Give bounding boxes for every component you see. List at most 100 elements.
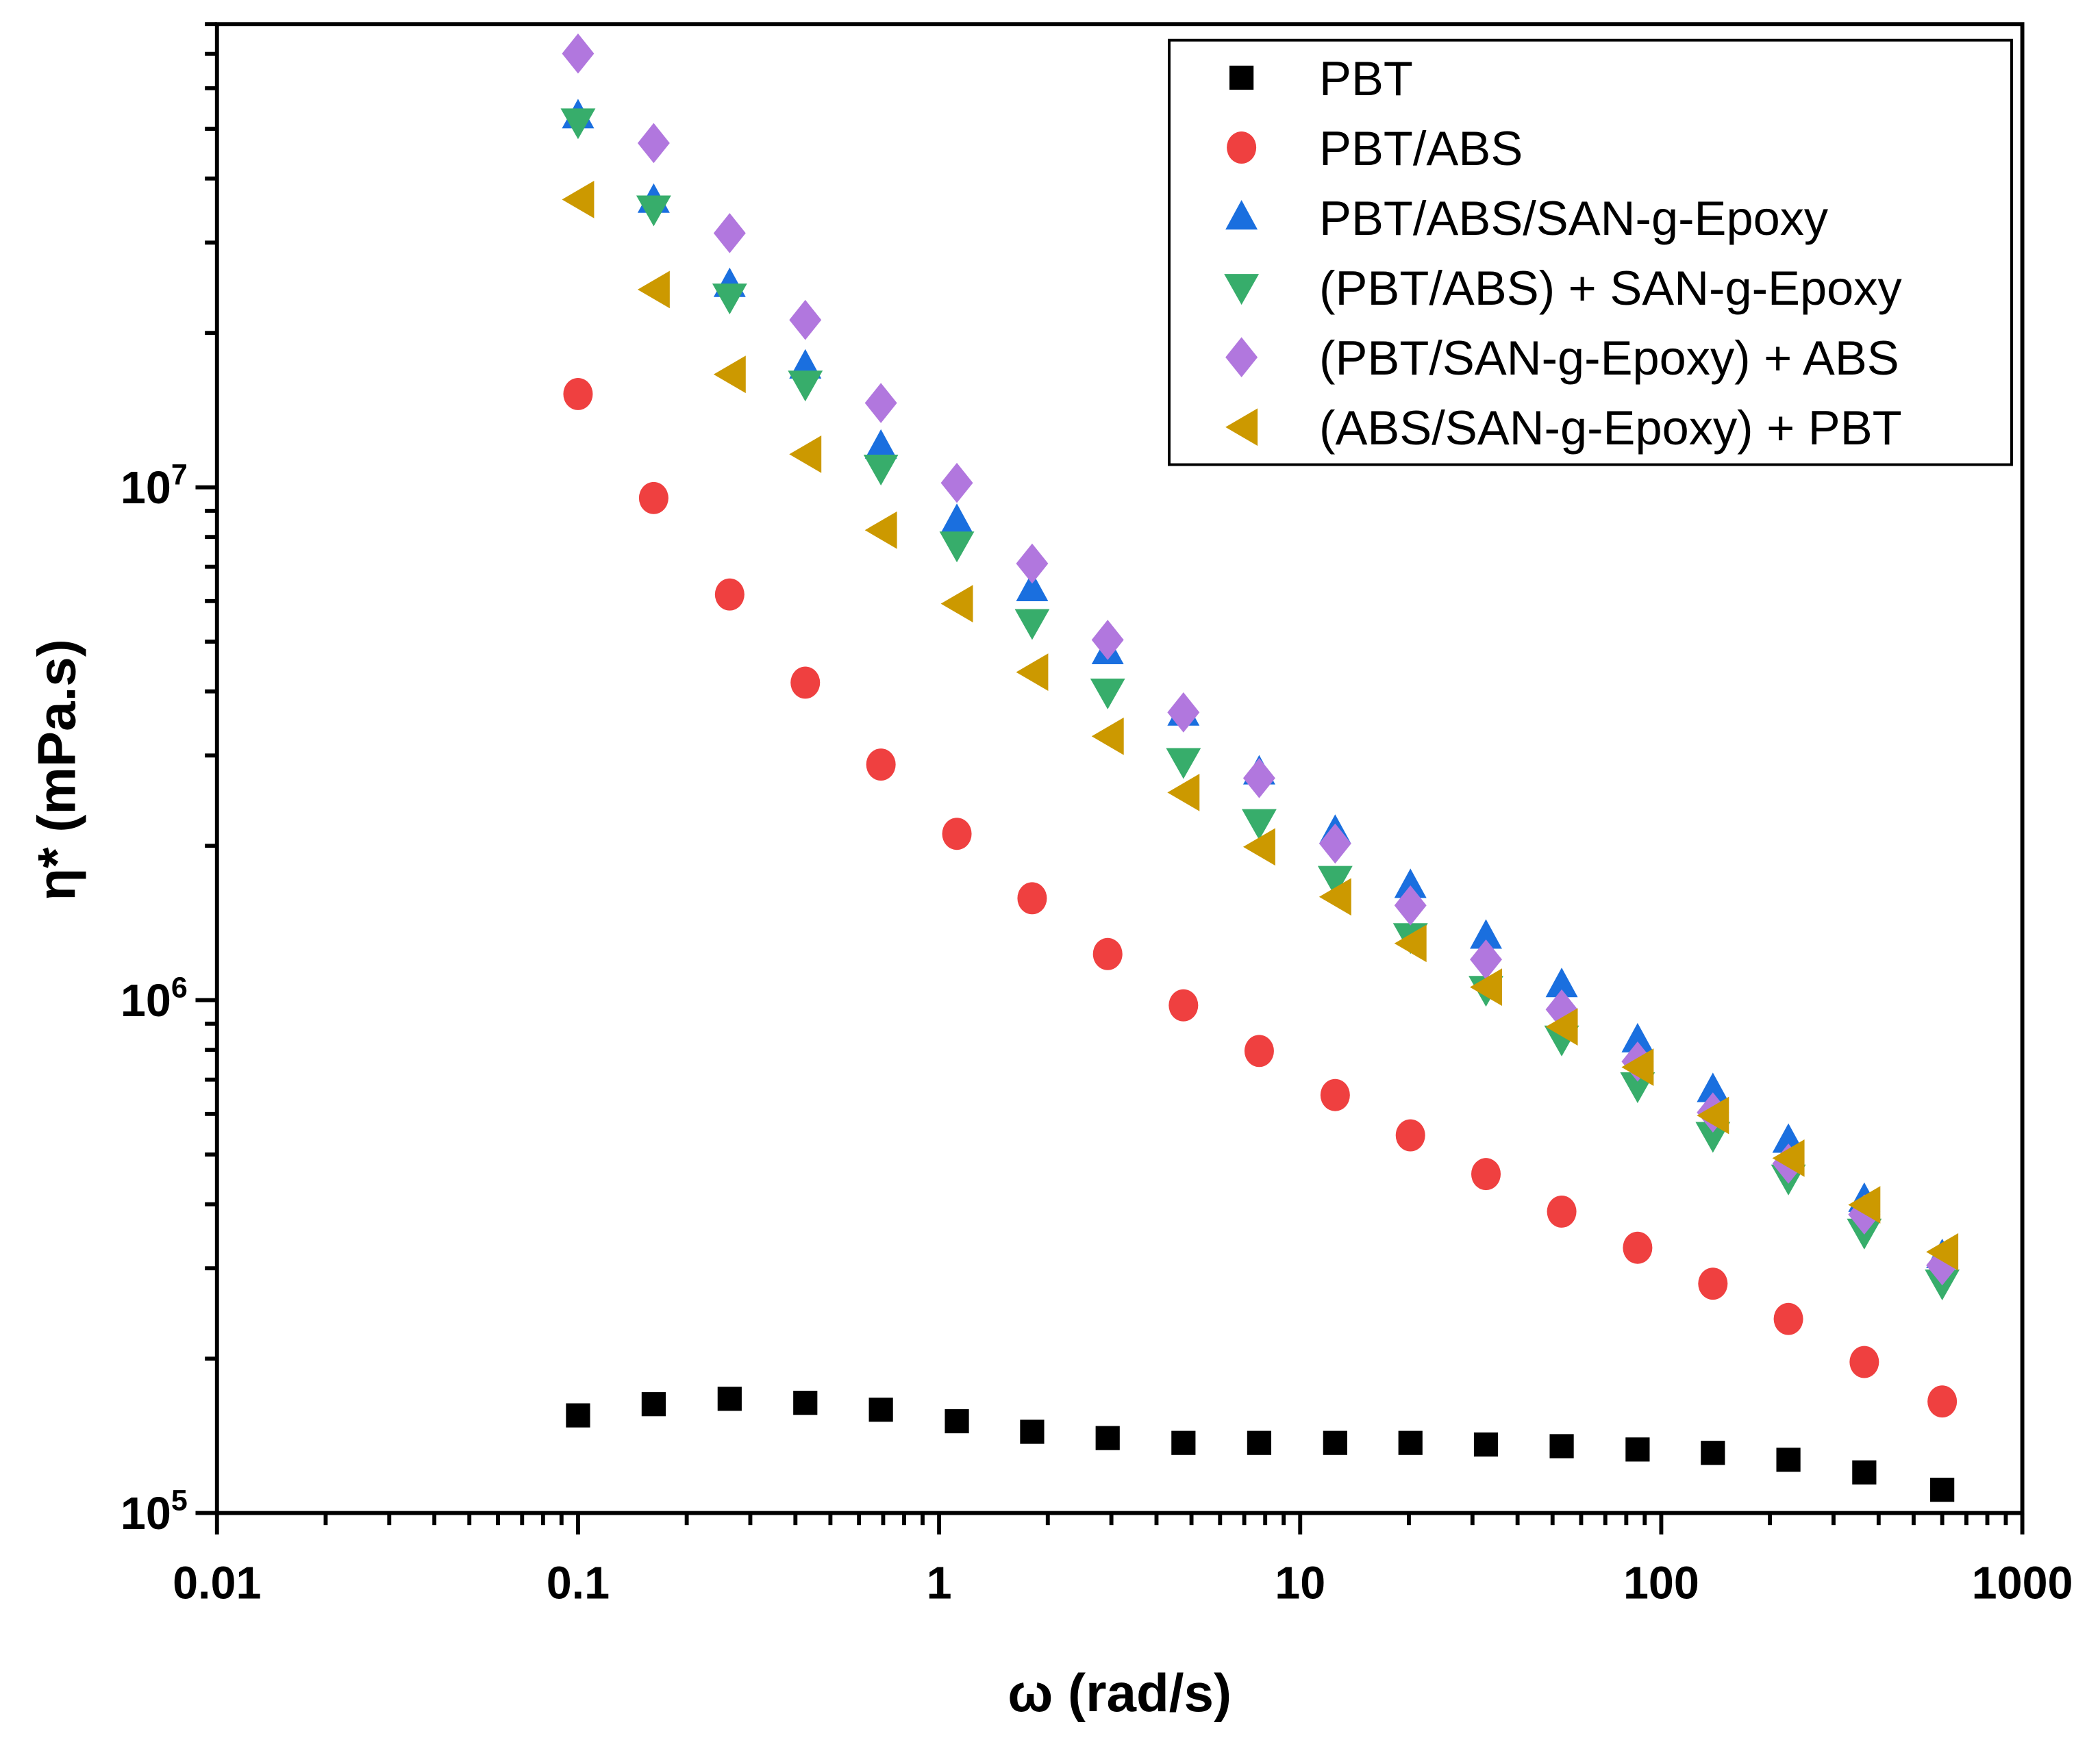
data-point <box>560 108 596 140</box>
data-point <box>1848 1186 1881 1224</box>
legend-box <box>1168 38 2013 466</box>
data-point <box>1016 653 1049 692</box>
data-point <box>1394 885 1427 926</box>
data-point <box>636 195 671 227</box>
data-point <box>1926 1233 1959 1271</box>
data-point <box>1623 1231 1653 1264</box>
data-point <box>1091 717 1124 755</box>
legend-label: PBT/ABS/SAN-g-Epoxy <box>1319 191 1829 245</box>
data-point <box>1773 1302 1803 1335</box>
data-point <box>1091 620 1124 660</box>
data-point <box>940 585 973 622</box>
data-point <box>1698 1267 1728 1300</box>
data-point <box>945 1409 969 1434</box>
data-point <box>790 666 821 699</box>
data-point <box>864 383 897 423</box>
data-point <box>1471 1158 1501 1191</box>
data-point <box>1621 1048 1654 1086</box>
data-point <box>1927 1385 1958 1418</box>
plot-frame <box>214 22 2025 1515</box>
data-point <box>566 1403 590 1428</box>
data-point <box>864 511 897 549</box>
data-point <box>1394 924 1427 963</box>
data-point <box>1167 692 1200 733</box>
data-point <box>940 462 973 503</box>
data-point <box>1930 1478 1955 1502</box>
data-point <box>1166 748 1201 779</box>
data-point <box>866 748 896 781</box>
data-point <box>940 503 973 533</box>
data-point <box>1395 1119 1425 1152</box>
data-point <box>1247 1430 1272 1455</box>
data-point <box>1547 1195 1577 1228</box>
legend-marker <box>1229 65 1254 90</box>
data-point <box>1394 868 1427 898</box>
data-point <box>1852 1460 1877 1485</box>
data-point <box>1625 1437 1650 1462</box>
data-point <box>942 818 972 850</box>
data-point <box>1701 1441 1725 1465</box>
data-point <box>1621 1022 1654 1052</box>
x-tick-label: 0.1 <box>547 1558 610 1609</box>
x-tick-label: 1 <box>927 1558 952 1609</box>
data-point <box>1849 1346 1879 1378</box>
data-point <box>789 299 822 340</box>
data-point <box>641 1392 666 1417</box>
data-point <box>1697 1096 1729 1135</box>
data-point <box>1167 774 1200 811</box>
legend-label: (PBT/SAN-g-Epoxy) + ABS <box>1319 331 1899 385</box>
data-point <box>864 429 897 459</box>
data-point <box>562 33 595 74</box>
legend-marker <box>1227 131 1257 164</box>
data-point <box>717 1387 742 1411</box>
data-point <box>1776 1448 1801 1472</box>
data-point <box>1016 571 1049 601</box>
x-tick-label: 10 <box>1275 1558 1325 1609</box>
data-point <box>1398 1430 1423 1455</box>
data-point <box>1545 968 1578 998</box>
data-point <box>868 1398 893 1422</box>
legend-label: PBT/ABS <box>1319 121 1523 175</box>
y-tick-label: 106 <box>121 972 188 1026</box>
x-tick-label: 1000 <box>1972 1558 2073 1609</box>
data-point <box>1168 989 1199 1022</box>
legend: PBT PBT/ABS PBT/ABS/SAN-g-Epoxy (PBT/ABS) +… <box>1168 38 2013 466</box>
y-axis-title: η* (mPa.s) <box>26 639 86 900</box>
data-point <box>939 531 975 563</box>
data-point <box>563 377 593 410</box>
y-tick-label: 107 <box>121 459 188 514</box>
data-point <box>1095 1426 1120 1450</box>
data-point <box>863 455 899 486</box>
data-point <box>1244 1035 1274 1068</box>
series-0 <box>566 1387 1955 1502</box>
data-point <box>1014 609 1050 640</box>
data-point <box>793 1391 818 1415</box>
data-point <box>789 435 822 473</box>
data-point <box>1020 1419 1045 1444</box>
data-point <box>1772 1139 1805 1177</box>
x-tick-labels: 0.01 0.1 1 10 100 1000 <box>173 1558 2073 1609</box>
data-point <box>1017 882 1047 915</box>
data-point <box>1323 1430 1347 1455</box>
data-point <box>638 481 668 514</box>
x-axis-title: ω (rad/s) <box>1008 1663 1232 1723</box>
data-point <box>1470 968 1502 1007</box>
data-point <box>712 283 747 315</box>
data-point <box>1242 828 1275 866</box>
data-point <box>1318 878 1351 916</box>
data-point <box>1545 1008 1578 1046</box>
y-tick-label: 105 <box>121 1485 188 1539</box>
legend-marker <box>1225 408 1258 446</box>
data-point <box>1320 1078 1350 1111</box>
data-point <box>1242 809 1277 840</box>
series-1 <box>563 377 1958 1418</box>
data-point <box>1317 866 1353 897</box>
legend-label: (PBT/ABS) + SAN-g-Epoxy <box>1319 261 1902 315</box>
data-point <box>1242 757 1275 798</box>
series-5 <box>562 181 1959 1271</box>
legend-marker <box>1224 274 1260 305</box>
x-tick-label: 0.01 <box>173 1558 261 1609</box>
data-point <box>713 213 746 253</box>
data-point <box>714 578 745 611</box>
